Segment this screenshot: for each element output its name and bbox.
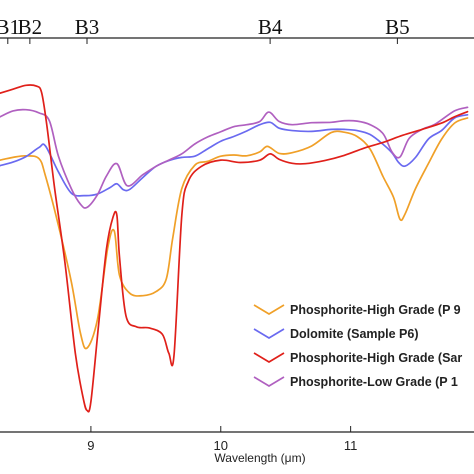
legend-item-dolomite-p6: Dolomite (Sample P6) xyxy=(253,327,419,341)
x-axis-title: Wavelength (μm) xyxy=(214,451,305,465)
legend: Phosphorite-High Grade (P 9 Dolomite (Sam… xyxy=(253,303,462,389)
band-label-b2: B2 xyxy=(18,15,43,39)
legend-swatch xyxy=(253,304,285,315)
legend-label: Phosphorite-Low Grade (P 1 xyxy=(290,375,458,389)
band-marker-ticks xyxy=(7,38,398,44)
x-ticks: 9 10 11 xyxy=(87,426,357,453)
axes xyxy=(0,37,474,433)
band-label-b3: B3 xyxy=(75,15,100,39)
legend-item-phosphorite-high-grade-p9: Phosphorite-High Grade (P 9 xyxy=(253,303,461,317)
x-tick-label: 11 xyxy=(344,438,358,453)
x-tick-label: 9 xyxy=(87,438,94,453)
legend-label: Dolomite (Sample P6) xyxy=(290,327,419,341)
band-label-b1: B1 xyxy=(0,15,20,39)
x-tick-label: 10 xyxy=(214,438,228,453)
legend-swatch xyxy=(253,376,285,387)
series-line-phosphorite-high-grade-sample xyxy=(0,84,469,413)
legend-item-phosphorite-high-grade-sample: Phosphorite-High Grade (Sar xyxy=(253,351,462,365)
series-line-phosphorite-high-grade-p9 xyxy=(0,117,469,350)
series-layer xyxy=(0,84,469,413)
legend-swatch xyxy=(253,352,285,363)
legend-swatch xyxy=(253,328,285,339)
legend-label: Phosphorite-High Grade (P 9 xyxy=(290,303,461,317)
legend-label: Phosphorite-High Grade (Sar xyxy=(290,351,462,365)
series-line-dolomite-p6 xyxy=(0,113,469,197)
band-label-b4: B4 xyxy=(258,15,283,39)
band-label-b5: B5 xyxy=(385,15,410,39)
series-line-phosphorite-low-grade-p1 xyxy=(0,106,469,209)
legend-item-phosphorite-low-grade-p1: Phosphorite-Low Grade (P 1 xyxy=(253,375,458,389)
